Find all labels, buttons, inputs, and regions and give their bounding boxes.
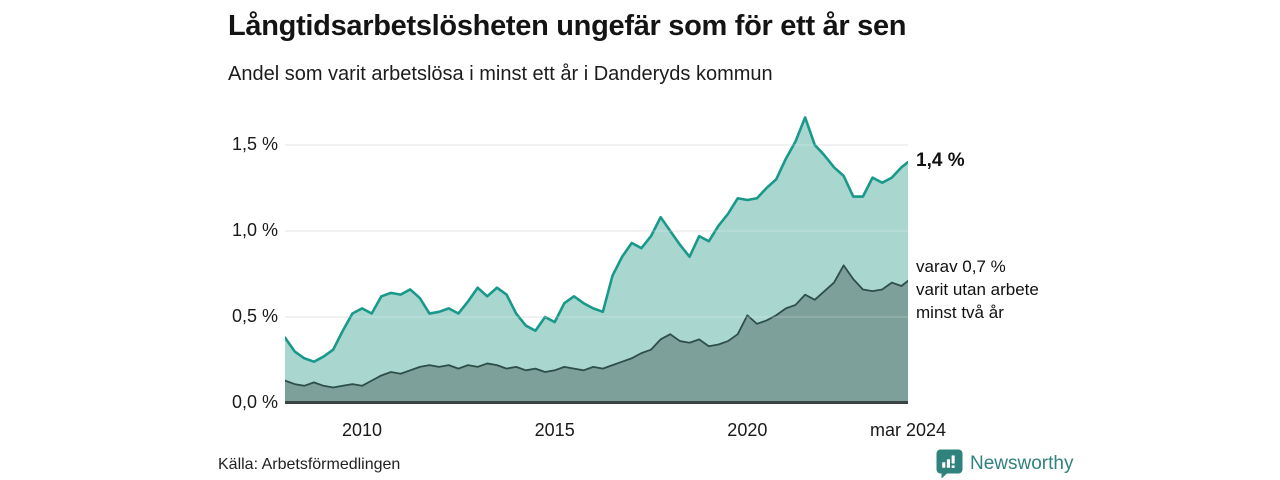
y-tick-label: 1,0 % <box>231 219 278 240</box>
x-tick-label: 2015 <box>534 420 575 440</box>
secondary-value-line: varav 0,7 % <box>916 257 1006 276</box>
brand-logo: Newsworthy <box>936 449 1073 479</box>
chart-subtitle: Andel som varit arbetslösa i minst ett å… <box>228 63 773 85</box>
source-credit: Källa: Arbetsförmedlingen <box>218 456 401 473</box>
area-chart <box>285 116 908 404</box>
x-tick-label: 2020 <box>727 420 768 440</box>
y-tick-label: 1,5 % <box>231 133 278 154</box>
newsworthy-badge-icon <box>936 449 963 479</box>
secondary-value-line: varit utan arbete <box>916 280 1039 299</box>
y-tick-label: 0,0 % <box>231 392 278 412</box>
series-line-1 <box>285 264 908 389</box>
plot-area <box>285 115 908 406</box>
latest-value-label: 1,4 % <box>916 150 965 171</box>
x-tick-label: 2010 <box>342 420 383 440</box>
series-line-0 <box>285 116 908 364</box>
area-fill-1 <box>285 265 908 403</box>
secondary-value-line: minst två år <box>916 303 1004 322</box>
brand-name: Newsworthy <box>970 453 1074 474</box>
x-tick-label: mar 2024 <box>869 420 947 440</box>
secondary-value-label: varav 0,7 % varit utan arbete minst två … <box>916 255 1039 324</box>
chart-title: Långtidsarbetslösheten ungefär som för e… <box>228 10 907 42</box>
y-tick-label: 0,5 % <box>231 305 278 326</box>
x-axis-baseline <box>285 401 908 404</box>
